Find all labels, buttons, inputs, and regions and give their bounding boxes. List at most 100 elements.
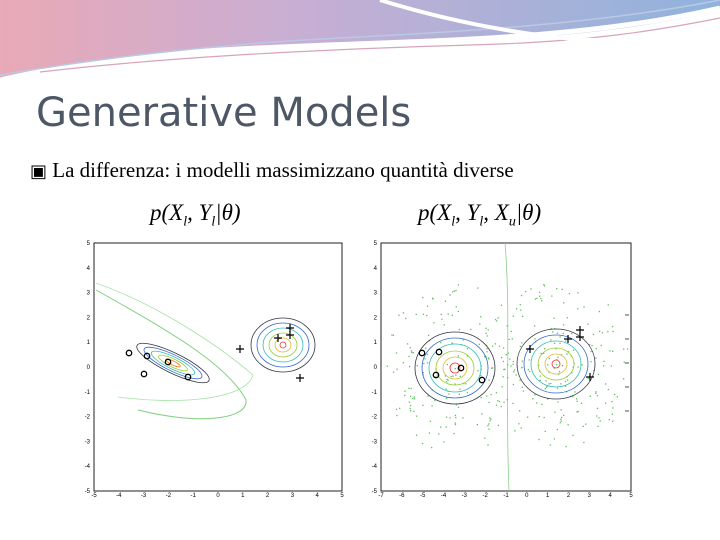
unlabeled-point xyxy=(429,420,431,422)
unlabeled-point xyxy=(510,330,512,333)
unlabeled-point xyxy=(611,400,613,403)
unlabeled-point xyxy=(592,333,595,336)
unlabeled-point xyxy=(415,415,418,417)
unlabeled-point xyxy=(481,413,483,415)
unlabeled-point xyxy=(445,416,448,418)
unlabeled-point xyxy=(576,411,578,413)
y-tick-label: -4 xyxy=(85,464,91,470)
unlabeled-point xyxy=(551,295,553,297)
x-tick-label: -2 xyxy=(166,493,172,499)
unlabeled-point xyxy=(566,353,568,355)
unlabeled-point xyxy=(415,313,417,316)
unlabeled-point xyxy=(431,405,433,407)
unlabeled-point xyxy=(547,364,549,366)
unlabeled-point xyxy=(410,350,413,352)
unlabeled-point xyxy=(518,423,520,425)
unlabeled-point xyxy=(489,417,491,419)
unlabeled-point xyxy=(396,368,398,370)
unlabeled-point xyxy=(438,433,440,435)
unlabeled-point xyxy=(490,418,492,420)
unlabeled-point xyxy=(413,396,415,398)
unlabeled-point xyxy=(445,397,448,399)
unlabeled-point xyxy=(608,419,610,421)
unlabeled-point xyxy=(492,345,494,347)
unlabeled-point xyxy=(487,357,489,359)
unlabeled-point xyxy=(489,420,491,422)
unlabeled-point xyxy=(599,330,601,333)
unlabeled-point xyxy=(612,330,614,333)
unlabeled-point xyxy=(528,359,530,361)
unlabeled-point xyxy=(506,325,508,327)
unlabeled-point xyxy=(612,407,614,409)
x-tick-label: -1 xyxy=(503,493,509,499)
unlabeled-point xyxy=(521,366,523,369)
unlabeled-point xyxy=(391,334,393,336)
unlabeled-point xyxy=(415,434,418,436)
unlabeled-point xyxy=(457,355,459,357)
unlabeled-point xyxy=(412,352,414,354)
unlabeled-point xyxy=(500,304,503,306)
unlabeled-point xyxy=(447,379,449,381)
unlabeled-point xyxy=(550,339,552,341)
unlabeled-point xyxy=(556,288,558,290)
unlabeled-point xyxy=(554,411,556,413)
unlabeled-point xyxy=(477,370,479,372)
unlabeled-point xyxy=(480,396,482,399)
unlabeled-point xyxy=(512,360,514,363)
unlabeled-point xyxy=(595,357,597,359)
unlabeled-point xyxy=(408,401,410,403)
unlabeled-point xyxy=(466,391,469,394)
unlabeled-point xyxy=(550,382,552,385)
unlabeled-point xyxy=(498,400,501,403)
y-tick-label: 0 xyxy=(374,365,378,371)
unlabeled-point xyxy=(444,300,446,302)
unlabeled-point xyxy=(549,444,551,446)
unlabeled-point xyxy=(454,383,456,385)
unlabeled-point xyxy=(540,297,542,300)
x-tick-label: -6 xyxy=(399,493,405,499)
x-tick-label: 1 xyxy=(546,493,550,499)
unlabeled-point xyxy=(547,398,549,400)
unlabeled-point xyxy=(454,422,456,424)
plot-semisupervised-model: -7 -6 -5 -4 -3 -2 -1 0 1 2 3 4 5 5 4 3 2 1 0 -1 -2 -3 -4 -5 xyxy=(372,241,634,499)
unlabeled-point xyxy=(553,367,555,369)
unlabeled-point xyxy=(457,406,460,408)
unlabeled-point xyxy=(563,302,565,304)
unlabeled-point xyxy=(441,318,443,320)
unlabeled-point xyxy=(470,328,472,331)
unlabeled-point xyxy=(562,324,565,326)
unlabeled-point xyxy=(567,351,570,353)
x-tick-label: 2 xyxy=(567,493,571,499)
unlabeled-point xyxy=(563,414,565,416)
unlabeled-point xyxy=(422,372,424,374)
unlabeled-point xyxy=(530,288,532,290)
unlabeled-point xyxy=(576,400,578,402)
unlabeled-point xyxy=(416,365,418,367)
unlabeled-point xyxy=(534,394,536,396)
unlabeled-point xyxy=(408,387,410,389)
y-tick-label: 1 xyxy=(374,340,378,346)
unlabeled-point xyxy=(607,331,609,333)
unlabeled-point xyxy=(476,424,478,426)
unlabeled-point xyxy=(404,390,406,392)
x-tick-label: 3 xyxy=(588,493,592,499)
slide-title: Generative Models xyxy=(36,90,412,136)
unlabeled-point xyxy=(603,360,605,362)
x-tick-label: 5 xyxy=(629,493,633,499)
unlabeled-point xyxy=(577,292,579,294)
unlabeled-point xyxy=(465,383,467,385)
unlabeled-point xyxy=(455,374,457,376)
unlabeled-point xyxy=(588,344,591,346)
unlabeled-point xyxy=(402,362,404,364)
unlabeled-point xyxy=(512,402,514,405)
unlabeled-point xyxy=(556,428,558,431)
y-tick-label: -5 xyxy=(85,489,91,495)
unlabeled-point xyxy=(529,370,531,373)
x-tick-label: 4 xyxy=(316,493,320,499)
unlabeled-point xyxy=(494,318,497,321)
unlabeled-point xyxy=(607,388,609,391)
unlabeled-point xyxy=(565,445,567,448)
unlabeled-point xyxy=(555,348,557,350)
unlabeled-point xyxy=(490,394,492,396)
unlabeled-point xyxy=(454,423,457,426)
